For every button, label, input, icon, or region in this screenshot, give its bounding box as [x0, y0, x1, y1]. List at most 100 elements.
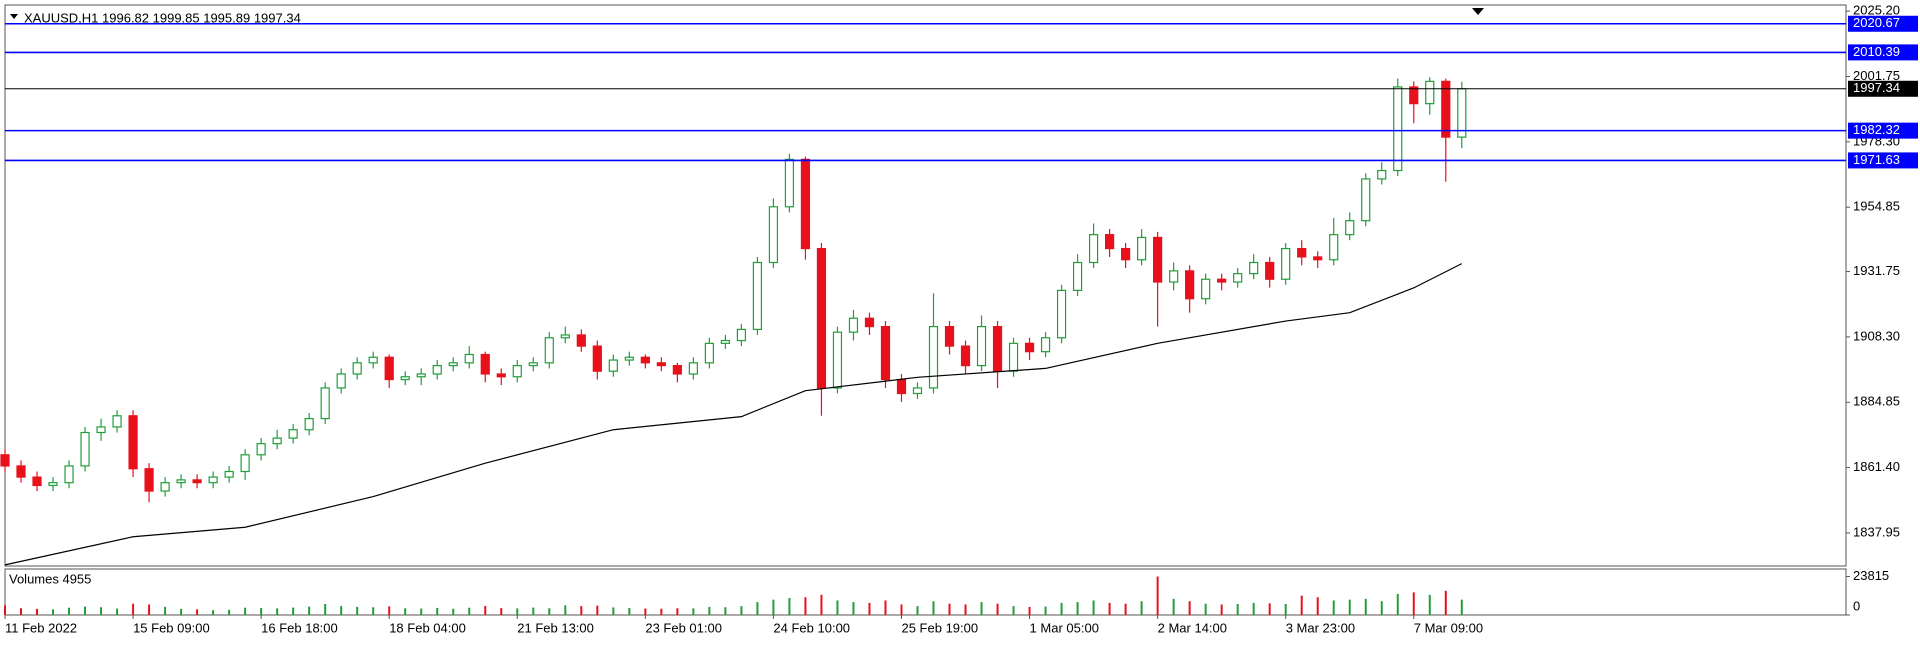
- x-tick-label: 3 Mar 23:00: [1286, 620, 1355, 635]
- candle-body: [528, 362, 538, 367]
- candle-body: [992, 326, 1003, 372]
- candle-body: [1361, 178, 1371, 222]
- candle-body: [1265, 261, 1275, 280]
- candle-body: [608, 359, 618, 372]
- candle-body: [128, 415, 138, 470]
- x-tick-label: 18 Feb 04:00: [389, 620, 466, 635]
- x-tick-label: 23 Feb 01:00: [645, 620, 722, 635]
- volume-title: Volumes 4955: [9, 571, 91, 586]
- candle-body: [880, 326, 891, 381]
- price-level-tag: [1848, 44, 1918, 61]
- candle-body: [1072, 261, 1083, 291]
- candle-body: [960, 345, 971, 367]
- x-tick-label: 7 Mar 09:00: [1414, 620, 1483, 635]
- candle-body: [416, 373, 426, 378]
- candle-body: [944, 326, 955, 347]
- candle-body: [720, 339, 730, 344]
- main-panel: [4, 4, 1847, 567]
- price-level-label: 1971.63: [1853, 152, 1900, 167]
- candle-body: [1313, 256, 1323, 261]
- candle-body: [800, 158, 811, 250]
- candle-body: [1040, 337, 1051, 353]
- x-tick-label: 24 Feb 10:00: [773, 620, 850, 635]
- candle-body: [80, 431, 90, 467]
- volume-tick-label: 23815: [1853, 568, 1889, 583]
- chart-header: XAUUSD,H1 1996.82 1999.85 1995.89 1997.3…: [24, 10, 301, 25]
- y-tick-label: 1884.85: [1853, 394, 1900, 409]
- candle-body: [240, 454, 250, 473]
- x-tick-label: 25 Feb 19:00: [901, 620, 978, 635]
- price-level-label: 2010.39: [1853, 44, 1900, 59]
- candle-body: [64, 465, 74, 484]
- candle-body: [1024, 342, 1035, 353]
- candle-body: [512, 365, 522, 378]
- candle-body: [640, 356, 650, 364]
- candle-body: [1104, 234, 1115, 250]
- candle-body: [160, 482, 170, 492]
- moving-average: [4, 263, 1463, 566]
- x-tick-label: 15 Feb 09:00: [133, 620, 210, 635]
- price-level-tag: [1848, 152, 1918, 169]
- candle-body: [464, 353, 474, 364]
- candle-body: [848, 317, 859, 333]
- candle-body: [336, 373, 346, 389]
- candle-body: [368, 356, 378, 364]
- candle-body: [480, 353, 490, 375]
- candle-body: [656, 362, 666, 367]
- candle-body: [272, 437, 282, 445]
- candle-body: [192, 479, 202, 484]
- candle-body: [688, 362, 698, 375]
- x-tick-label: 2 Mar 14:00: [1158, 620, 1227, 635]
- candle-body: [1441, 80, 1451, 138]
- x-tick-label: 21 Feb 13:00: [517, 620, 594, 635]
- y-tick-label: 1861.40: [1853, 459, 1900, 474]
- candle-body: [1393, 86, 1403, 172]
- candle-body: [672, 365, 682, 375]
- candle-body: [1329, 234, 1339, 261]
- candle-body: [288, 429, 298, 439]
- candle-body: [176, 479, 186, 484]
- candle-body: [912, 387, 923, 395]
- y-tick-label: 1954.85: [1853, 199, 1900, 214]
- candle-body: [1169, 270, 1179, 283]
- candle-body: [256, 443, 266, 456]
- candle-body: [1008, 342, 1019, 372]
- x-tick-label: 11 Feb 2022: [5, 620, 77, 635]
- price-level-label: 2020.67: [1853, 15, 1900, 30]
- candle-body: [1297, 247, 1307, 258]
- candle-body: [1377, 169, 1387, 180]
- price-level-tag: [1848, 80, 1918, 97]
- candle-body: [1201, 278, 1211, 300]
- candle-body: [752, 261, 763, 330]
- candle-body: [1153, 236, 1163, 283]
- candle-body: [224, 470, 234, 478]
- candle-body: [48, 482, 58, 487]
- volume-panel: [4, 568, 1847, 616]
- y-tick-label: 1931.75: [1853, 263, 1900, 278]
- candle-body: [1217, 278, 1227, 283]
- volume-tick-label: 0: [1853, 598, 1860, 613]
- candle-body: [1185, 270, 1195, 300]
- candle-body: [1137, 236, 1147, 261]
- candle-body: [896, 378, 907, 395]
- candle-body: [576, 334, 586, 347]
- candle-body: [1345, 220, 1355, 236]
- x-tick-label: 16 Feb 18:00: [261, 620, 338, 635]
- y-tick-label: 2001.75: [1853, 68, 1900, 83]
- x-tick-label: 1 Mar 05:00: [1030, 620, 1099, 635]
- candle-body: [1409, 86, 1419, 105]
- candle-body: [496, 373, 506, 378]
- candle-body: [384, 356, 394, 381]
- candle-body: [928, 326, 939, 389]
- candle-body: [832, 331, 843, 389]
- candle-body: [96, 426, 106, 434]
- candle-body: [304, 417, 314, 431]
- price-level-tag: [1848, 15, 1918, 32]
- candle-body: [816, 247, 827, 389]
- candle-body: [432, 365, 442, 375]
- y-tick-label: 1908.30: [1853, 328, 1900, 343]
- y-tick-label: 2025.20: [1853, 3, 1900, 18]
- candle-body: [704, 342, 714, 364]
